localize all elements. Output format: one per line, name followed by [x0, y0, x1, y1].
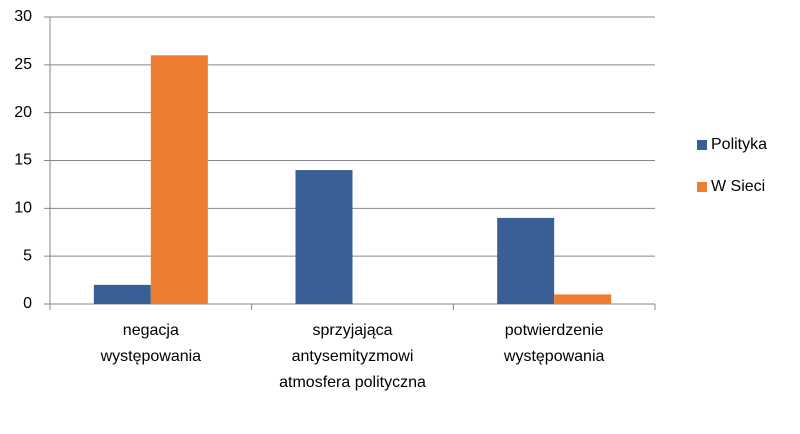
y-tick-label: 5 [23, 247, 32, 264]
legend-label: W Sieci [711, 178, 765, 195]
x-tick-label: sprzyjająca antysemityzmowi atmosfera po… [279, 322, 426, 391]
y-tick-label: 0 [23, 295, 32, 312]
bar [150, 55, 208, 305]
bar [554, 294, 612, 304]
x-tick-label: potwierdzenie występowania [503, 322, 605, 365]
y-tick-label: 15 [14, 152, 32, 169]
legend-swatch [697, 140, 707, 150]
legend-label: Polityka [711, 136, 767, 153]
y-tick-label: 30 [14, 8, 32, 25]
bar [497, 217, 555, 304]
y-tick-label: 20 [14, 104, 32, 121]
bar [295, 170, 353, 304]
bar [93, 284, 151, 304]
legend-swatch [697, 182, 707, 192]
x-tick-label: negacja występowania [100, 322, 202, 365]
y-tick-label: 10 [14, 200, 32, 217]
y-tick-label: 25 [14, 56, 32, 73]
